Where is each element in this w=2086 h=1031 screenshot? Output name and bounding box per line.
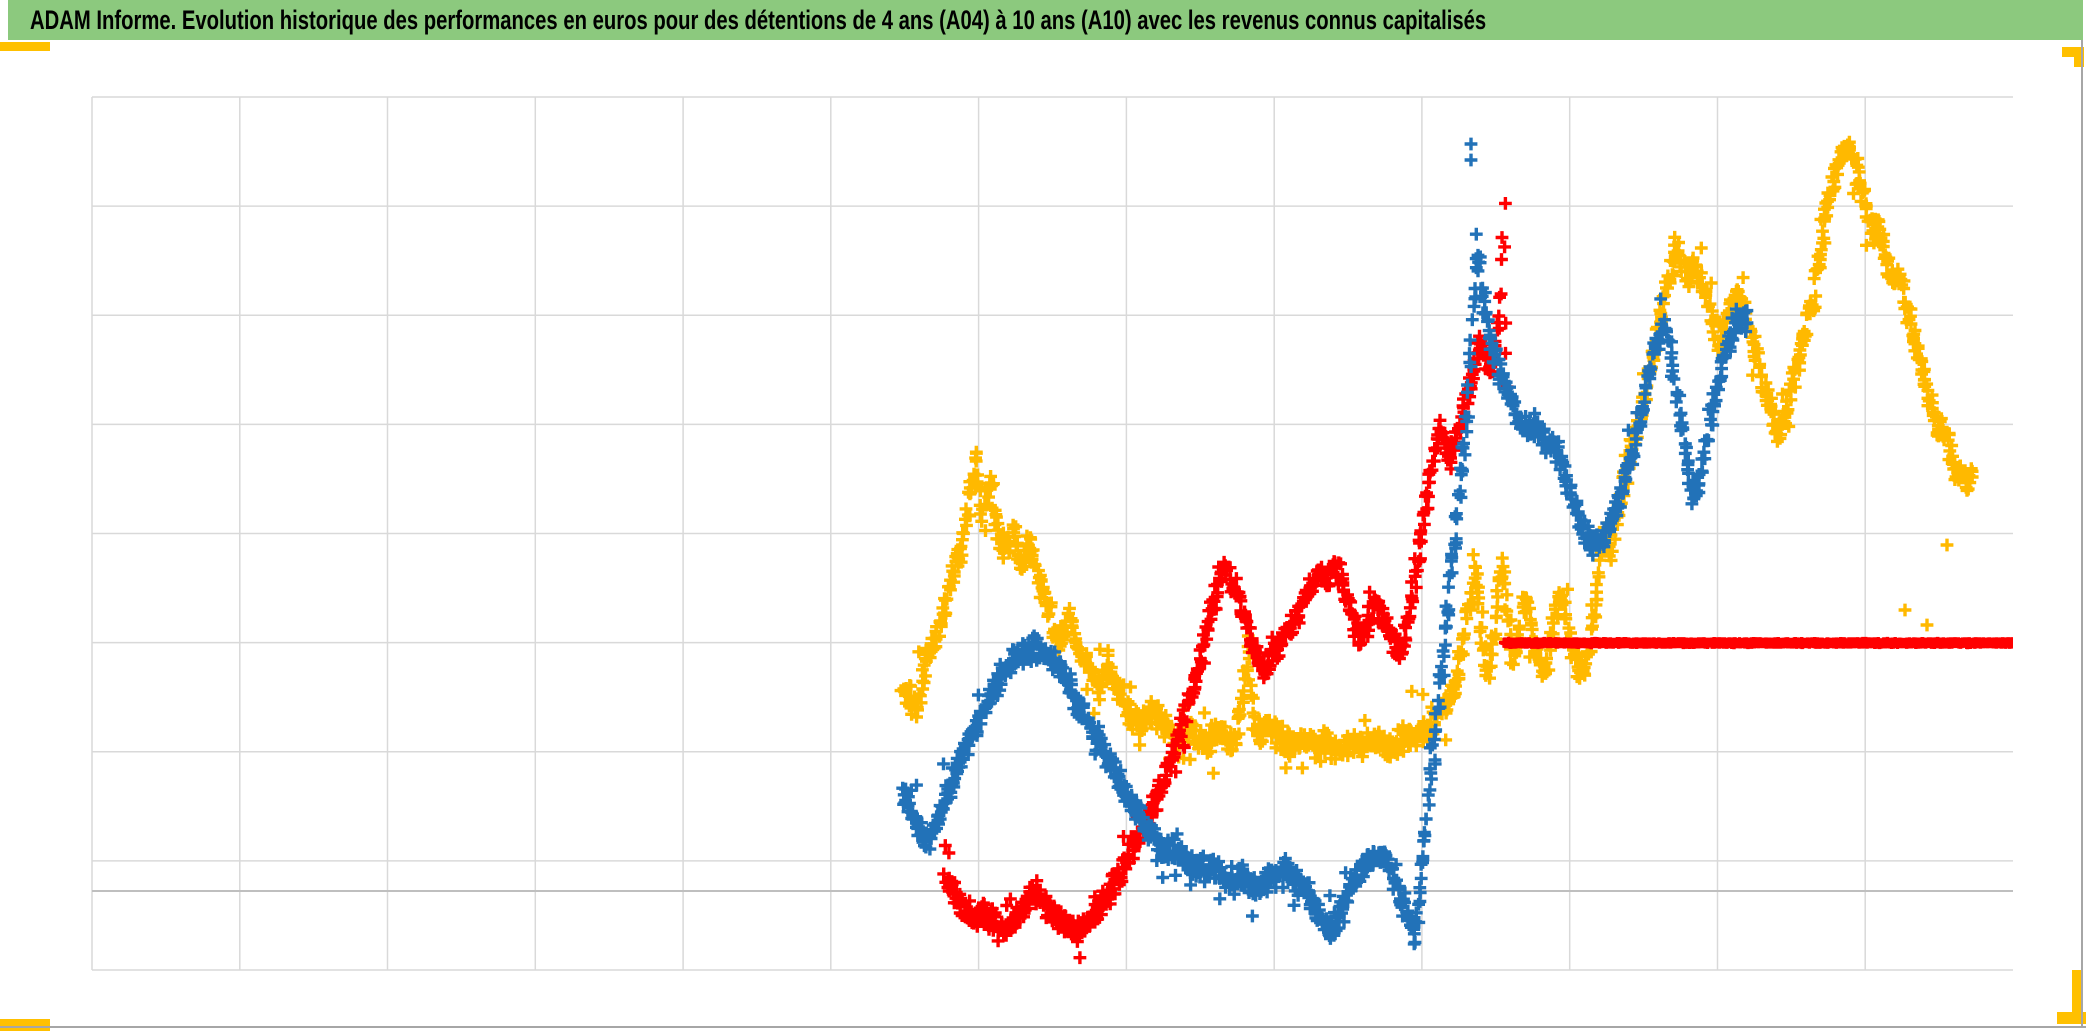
frame-corner-bottom-right-mark (2057, 1012, 2086, 1024)
series-red (937, 197, 1514, 965)
frame-corner-top-right-mark (2074, 47, 2084, 67)
frame-corner-top-left-mark (0, 42, 50, 51)
chart-title-bar: ADAM Informe. Evolution historique des p… (8, 0, 2083, 40)
series-blue (896, 137, 1754, 951)
page-border-bottom (0, 1026, 2086, 1028)
frame-corner-top-right-mark (2062, 47, 2084, 57)
chart-title-text: ADAM Informe. Evolution historique des p… (30, 4, 1487, 35)
page-border-right (2081, 40, 2083, 1027)
series-red-flat-line (1499, 636, 2013, 650)
frame-corner-bottom-left-mark (0, 1019, 50, 1031)
frame-corner-bottom-right-mark (2072, 970, 2083, 1018)
series-gold (894, 135, 1979, 780)
chart-gridlines (91, 96, 2013, 971)
